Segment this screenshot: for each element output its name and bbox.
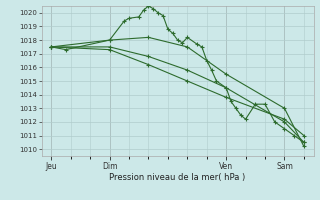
X-axis label: Pression niveau de la mer( hPa ): Pression niveau de la mer( hPa ) <box>109 173 246 182</box>
